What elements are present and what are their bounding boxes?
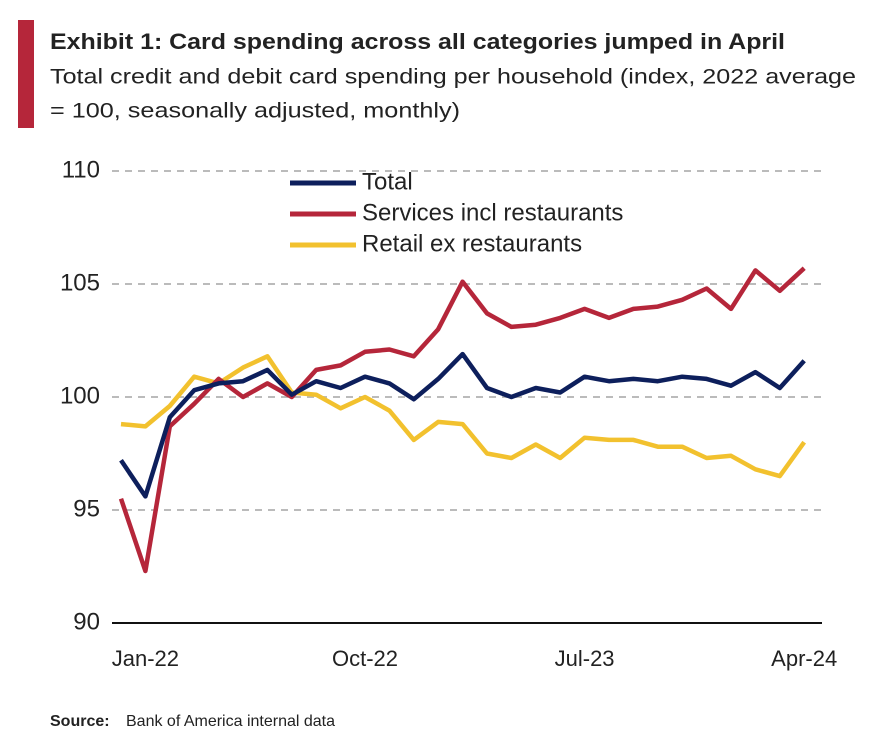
x-tick-label: Jan-22 bbox=[112, 646, 179, 671]
chart-subtitle: = 100, seasonally adjusted, monthly) bbox=[50, 100, 460, 123]
y-tick-label: 95 bbox=[73, 495, 100, 522]
x-tick-label: Oct-22 bbox=[332, 646, 398, 671]
x-tick-label: Apr-24 bbox=[771, 646, 837, 671]
chart-title: Exhibit 1: Card spending across all cate… bbox=[50, 29, 785, 54]
legend-label: Services incl restaurants bbox=[362, 199, 623, 226]
legend-label: Retail ex restaurants bbox=[362, 230, 582, 257]
legend-label: Total bbox=[362, 168, 413, 195]
y-tick-label: 105 bbox=[60, 269, 100, 296]
y-tick-label: 110 bbox=[62, 156, 100, 183]
series-line bbox=[118, 266, 806, 574]
series-line bbox=[120, 354, 807, 479]
y-tick-label: 90 bbox=[73, 608, 100, 635]
x-tick-label: Jul-23 bbox=[555, 646, 615, 671]
source: Bank of America internal data bbox=[126, 713, 335, 730]
y-tick-label: 100 bbox=[60, 382, 100, 409]
accent-bar bbox=[18, 20, 34, 128]
chart-subtitle: Total credit and debit card spending per… bbox=[50, 66, 856, 89]
source-label: Source: bbox=[50, 713, 110, 730]
series-line bbox=[119, 351, 806, 499]
